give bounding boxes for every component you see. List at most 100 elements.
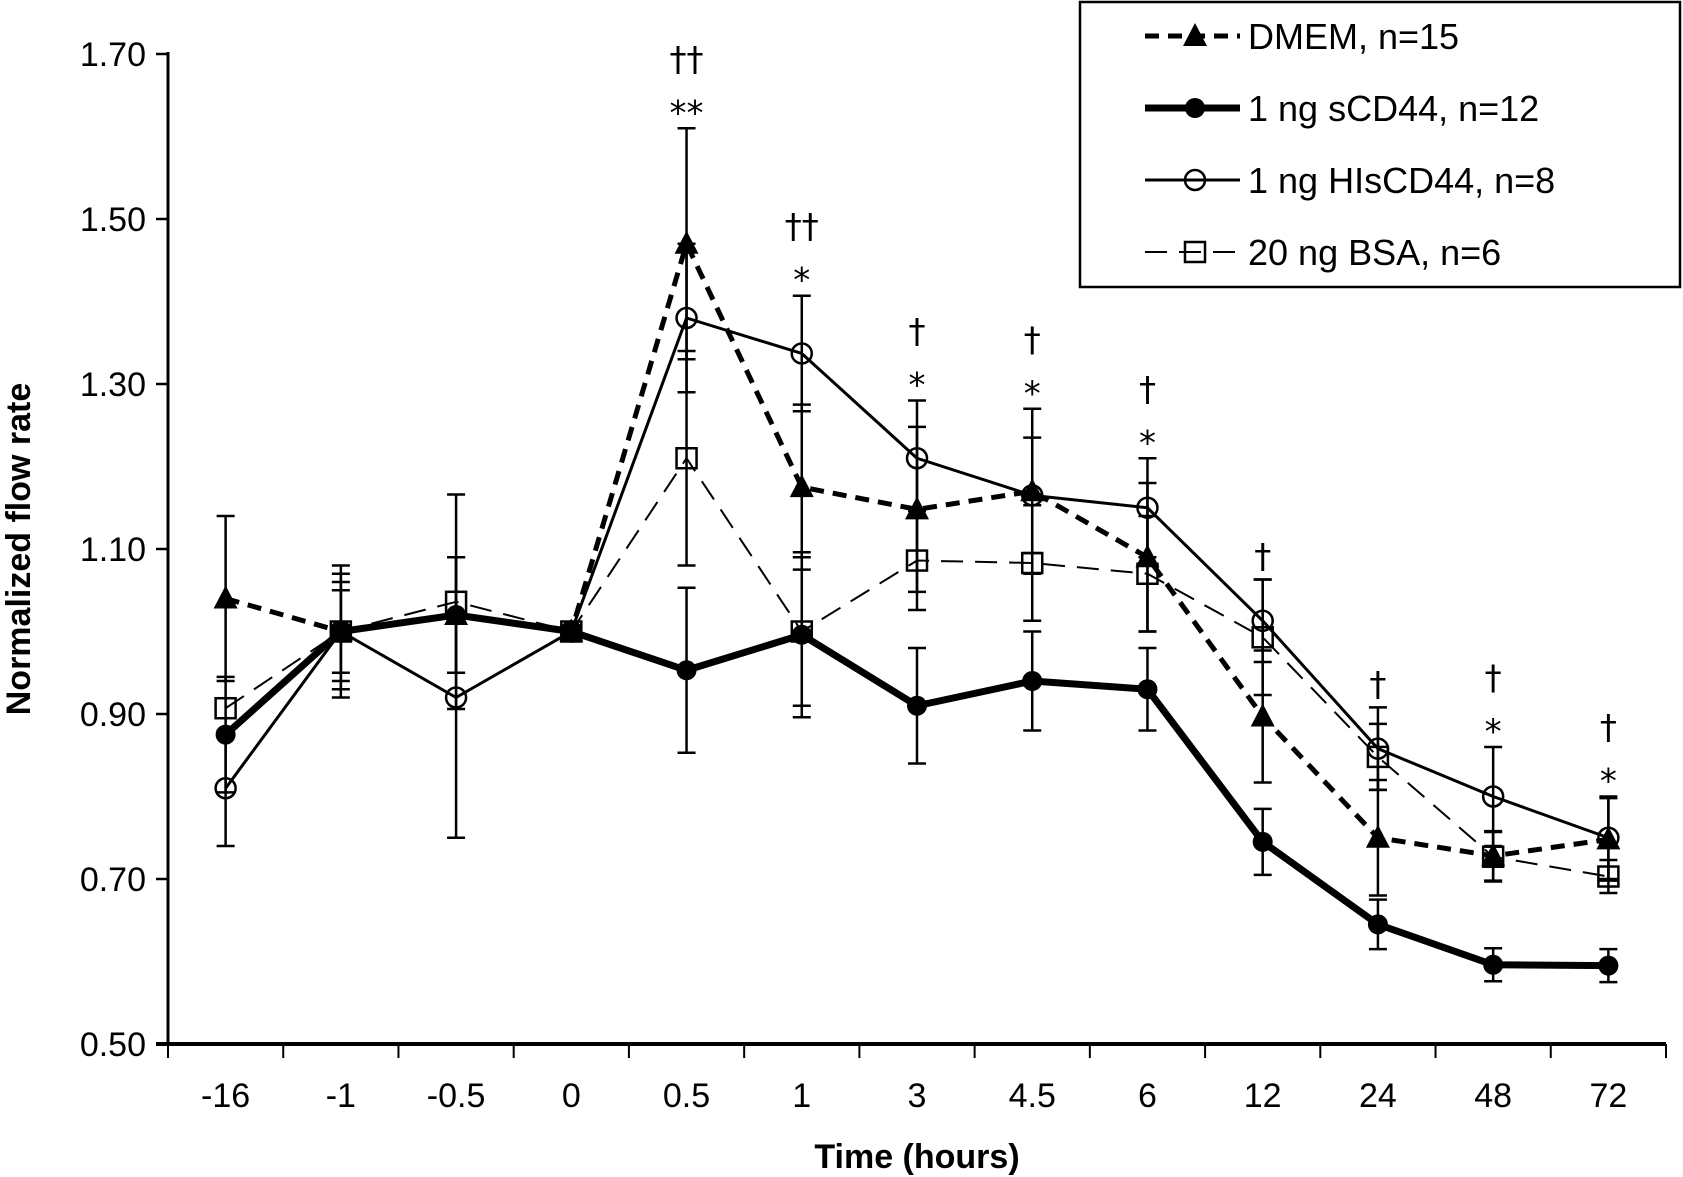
data-point bbox=[1483, 954, 1504, 975]
data-point bbox=[1251, 609, 1274, 633]
x-tick-label: 48 bbox=[1474, 1077, 1512, 1115]
x-tick-label: 12 bbox=[1244, 1077, 1282, 1115]
x-tick-label: 0 bbox=[562, 1077, 581, 1115]
y-axis-ticks: 0.50 0.70 0.90 1.10 1.30 1.50 1.70 bbox=[80, 36, 168, 1064]
significance-dagger: † bbox=[1139, 369, 1156, 409]
legend-label: 1 ng HIsCD44, n=8 bbox=[1248, 160, 1555, 201]
data-point bbox=[1481, 842, 1506, 866]
x-tick-label: 0.5 bbox=[663, 1077, 710, 1115]
significance-dagger: †† bbox=[785, 207, 819, 247]
significance-dagger: † bbox=[1254, 537, 1271, 577]
data-point bbox=[1137, 679, 1158, 700]
significance-dagger: † bbox=[909, 312, 926, 352]
legend-marker bbox=[1185, 98, 1205, 118]
data-point bbox=[1366, 745, 1390, 769]
data-point bbox=[1481, 785, 1505, 808]
data-point bbox=[1250, 703, 1275, 727]
data-point bbox=[1597, 865, 1620, 888]
y-tick-label: 1.10 bbox=[80, 531, 146, 569]
y-tick-label: 0.50 bbox=[80, 1026, 146, 1064]
legend-marker bbox=[1183, 23, 1207, 46]
data-point bbox=[1136, 562, 1159, 585]
data-point bbox=[790, 620, 814, 643]
data-point bbox=[675, 306, 698, 330]
data-point bbox=[560, 620, 583, 643]
data-point bbox=[1597, 826, 1620, 849]
y-tick-label: 0.70 bbox=[80, 861, 146, 899]
data-point bbox=[329, 620, 353, 643]
data-point bbox=[1252, 831, 1273, 852]
significance-dagger: †† bbox=[670, 39, 704, 79]
significance-star: * bbox=[793, 261, 810, 301]
data-point bbox=[789, 474, 814, 498]
data-point bbox=[214, 777, 237, 800]
data-point bbox=[446, 605, 467, 625]
legend-label: 20 ng BSA, n=6 bbox=[1248, 232, 1501, 273]
legend-label: DMEM, n=15 bbox=[1248, 16, 1459, 57]
legend-marker bbox=[1183, 240, 1207, 264]
legend-box bbox=[1078, 0, 1682, 289]
x-axis-ticks: -16 -1 -0.5 0 0.5 1 3 4.5 6 12 24 48 72 bbox=[167, 1044, 1667, 1115]
x-tick-label: -16 bbox=[201, 1077, 250, 1115]
data-point bbox=[330, 621, 351, 642]
data-point bbox=[1135, 544, 1160, 568]
x-tick-label: 4.5 bbox=[1009, 1077, 1056, 1115]
legend: DMEM, n=15 1 ng sCD44, n=12 1 ng HIsCD44, … bbox=[1078, 0, 1682, 289]
y-tick-label: 1.30 bbox=[80, 366, 146, 404]
significance-star: ** bbox=[670, 93, 704, 133]
data-point bbox=[1251, 626, 1274, 649]
data-point bbox=[905, 496, 929, 520]
data-point bbox=[905, 447, 929, 470]
data-point bbox=[1020, 484, 1044, 507]
y-axis-title: Normalized flow rate bbox=[0, 383, 38, 716]
significance-dagger: † bbox=[1600, 708, 1617, 748]
data-point bbox=[907, 695, 927, 716]
data-point bbox=[561, 621, 582, 642]
data-point bbox=[1481, 845, 1505, 868]
x-tick-label: 6 bbox=[1138, 1077, 1157, 1115]
x-tick-label: -0.5 bbox=[427, 1077, 486, 1115]
legend-marker bbox=[1183, 168, 1207, 192]
significance-star: * bbox=[1024, 374, 1041, 414]
significance-dagger: † bbox=[1024, 320, 1041, 360]
data-point bbox=[674, 230, 699, 254]
data-point bbox=[444, 686, 468, 709]
data-point bbox=[1020, 478, 1045, 502]
data-point bbox=[1136, 496, 1159, 519]
y-tick-label: 1.70 bbox=[80, 36, 146, 74]
significance-star: * bbox=[1600, 762, 1617, 802]
data-point bbox=[675, 447, 698, 470]
x-tick-label: 24 bbox=[1359, 1077, 1397, 1115]
data-point bbox=[1596, 826, 1621, 850]
y-tick-label: 0.90 bbox=[80, 696, 146, 734]
data-point bbox=[1022, 671, 1043, 691]
data-point bbox=[905, 549, 929, 572]
data-point bbox=[676, 660, 697, 681]
series-markers bbox=[213, 230, 1621, 976]
significance-dagger: † bbox=[1485, 658, 1502, 698]
significance-star: * bbox=[1485, 712, 1502, 752]
data-point bbox=[213, 585, 238, 609]
significance-dagger: † bbox=[1369, 664, 1386, 704]
significance-annotations: **††*††*†*†*†††*†*† bbox=[670, 39, 1617, 801]
x-tick-label: 3 bbox=[908, 1077, 927, 1115]
data-point bbox=[1367, 914, 1388, 935]
data-point bbox=[1020, 551, 1044, 575]
x-tick-label: -1 bbox=[326, 1077, 356, 1115]
data-point bbox=[214, 696, 237, 720]
data-point bbox=[1365, 824, 1390, 848]
x-tick-label: 1 bbox=[792, 1077, 811, 1115]
data-point bbox=[215, 724, 236, 745]
data-point bbox=[1598, 955, 1619, 976]
data-point bbox=[790, 342, 814, 365]
x-axis-title: Time (hours) bbox=[814, 1138, 1019, 1176]
significance-star: * bbox=[909, 366, 926, 406]
series-line-2 bbox=[224, 316, 1609, 840]
x-tick-label: 72 bbox=[1589, 1077, 1627, 1115]
data-point bbox=[444, 590, 468, 614]
series-line-3 bbox=[225, 457, 1609, 878]
data-point bbox=[791, 624, 812, 645]
y-tick-label: 1.50 bbox=[80, 201, 146, 239]
legend-label: 1 ng sCD44, n=12 bbox=[1248, 88, 1539, 129]
